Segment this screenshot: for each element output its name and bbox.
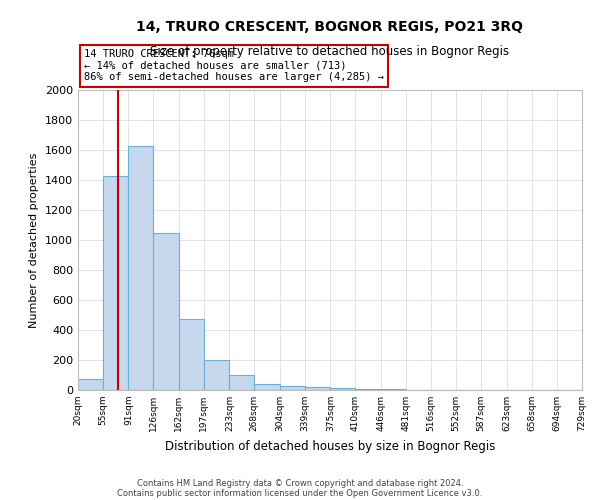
Text: 14, TRURO CRESCENT, BOGNOR REGIS, PO21 3RQ: 14, TRURO CRESCENT, BOGNOR REGIS, PO21 3… xyxy=(137,20,523,34)
Bar xyxy=(381,389,406,390)
Text: 14 TRURO CRESCENT: 76sqm
← 14% of detached houses are smaller (713)
86% of semi-: 14 TRURO CRESCENT: 76sqm ← 14% of detach… xyxy=(83,50,383,82)
Bar xyxy=(154,232,179,390)
Bar xyxy=(204,360,229,390)
Text: Size of property relative to detached houses in Bognor Regis: Size of property relative to detached ho… xyxy=(151,45,509,58)
Bar xyxy=(229,375,254,390)
Bar xyxy=(179,319,204,390)
X-axis label: Distribution of detached houses by size in Bognor Regis: Distribution of detached houses by size … xyxy=(165,440,495,452)
Text: Contains public sector information licensed under the Open Government Licence v3: Contains public sector information licen… xyxy=(118,488,482,498)
Bar xyxy=(305,387,331,390)
Bar xyxy=(128,146,154,390)
Bar xyxy=(331,388,355,390)
Bar xyxy=(103,176,128,390)
Bar xyxy=(78,379,103,390)
Bar xyxy=(355,389,381,390)
Bar xyxy=(254,384,280,390)
Y-axis label: Number of detached properties: Number of detached properties xyxy=(29,152,40,328)
Text: Contains HM Land Registry data © Crown copyright and database right 2024.: Contains HM Land Registry data © Crown c… xyxy=(137,478,463,488)
Bar xyxy=(280,386,305,390)
